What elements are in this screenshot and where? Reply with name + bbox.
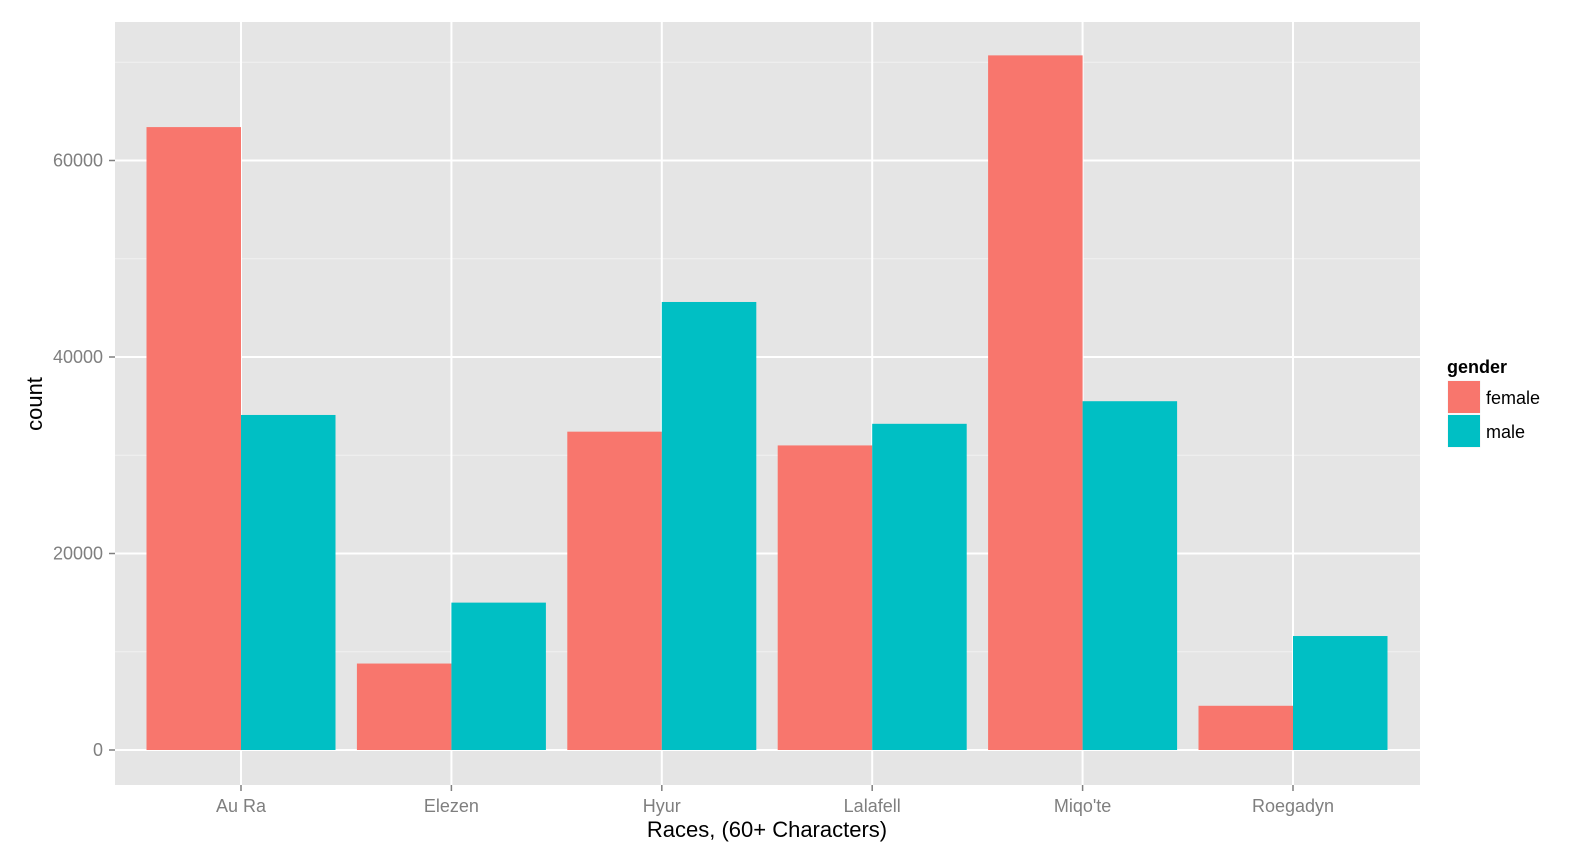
bar-female-miqo-te — [988, 55, 1083, 751]
y-axis-title: count — [22, 377, 47, 431]
x-tick-label: Elezen — [424, 796, 479, 816]
bar-male-roegadyn — [1293, 636, 1388, 750]
bar-male-lalafell — [872, 423, 967, 750]
legend-title: gender — [1447, 357, 1507, 377]
x-axis-title: Races, (60+ Characters) — [647, 817, 887, 842]
bars — [146, 55, 1388, 751]
bar-female-elezen — [356, 663, 452, 750]
legend: gender female male — [1446, 357, 1540, 449]
legend-label-male: male — [1486, 422, 1525, 442]
legend-items: female male — [1446, 379, 1540, 449]
x-tick-label: Lalafell — [844, 796, 901, 816]
bar-female-au-ra — [146, 127, 241, 751]
x-tick-label: Roegadyn — [1252, 796, 1334, 816]
legend-swatch-male — [1448, 415, 1480, 447]
bar-male-miqo-te — [1082, 401, 1178, 750]
x-axis: Au Ra Elezen Hyur Lalafell Miqo'te Roegadyn — [216, 785, 1334, 816]
y-tick-label: 40000 — [53, 347, 103, 367]
y-axis: 0 20000 40000 60000 — [53, 151, 115, 760]
bar-male-elezen — [451, 602, 546, 750]
x-tick-label: Hyur — [643, 796, 681, 816]
bar-female-roegadyn — [1198, 705, 1293, 750]
bar-female-lalafell — [777, 445, 873, 750]
legend-label-female: female — [1486, 388, 1540, 408]
legend-swatch-female — [1448, 381, 1480, 413]
y-tick-label: 0 — [93, 740, 103, 760]
x-tick-label: Miqo'te — [1054, 796, 1111, 816]
bar-male-au-ra — [241, 414, 336, 750]
y-tick-label: 60000 — [53, 151, 103, 171]
y-tick-label: 20000 — [53, 544, 103, 564]
bar-female-hyur — [567, 431, 662, 750]
bar-male-hyur — [661, 301, 757, 750]
x-tick-label: Au Ra — [216, 796, 267, 816]
